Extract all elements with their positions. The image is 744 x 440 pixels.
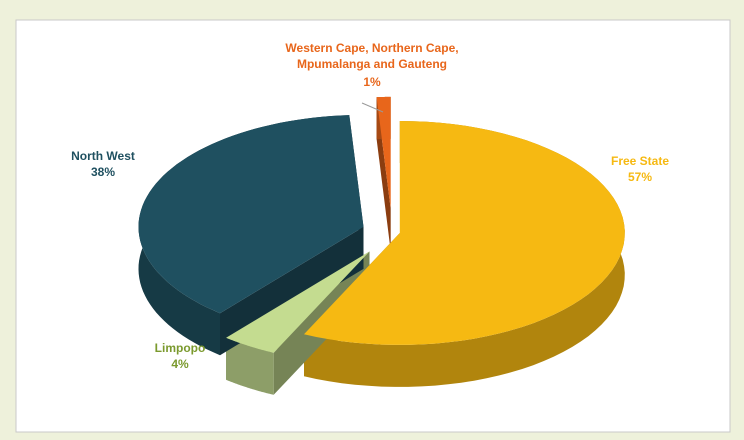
slice-value-label: 1% <box>363 75 381 89</box>
slice-side <box>226 337 274 395</box>
slice-value-label: 57% <box>628 170 652 184</box>
slice-label: Western Cape, Northern Cape, Mpumalanga a… <box>285 41 458 71</box>
slice-label: Limpopo <box>155 341 206 355</box>
slice <box>138 115 364 314</box>
slice-label: North West <box>71 149 135 163</box>
slice <box>376 96 391 209</box>
slice-value-label: 38% <box>91 165 115 179</box>
leader-line <box>361 102 384 113</box>
slice-value-label: 4% <box>171 357 189 371</box>
slice-label: Free State <box>611 154 669 168</box>
slice <box>304 121 625 345</box>
slice <box>226 251 370 353</box>
